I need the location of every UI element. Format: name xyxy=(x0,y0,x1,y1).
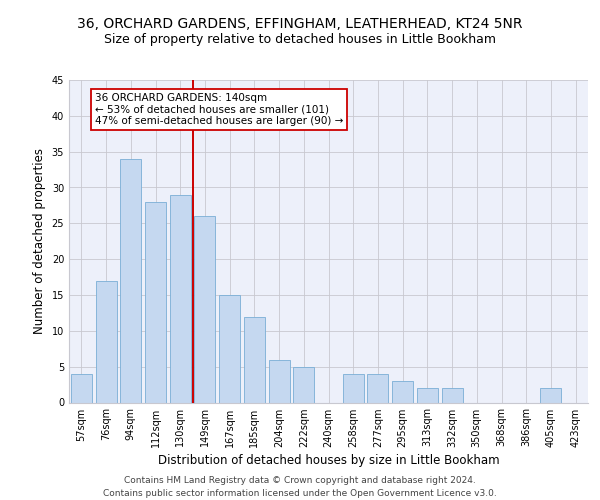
Bar xyxy=(145,202,166,402)
Bar xyxy=(343,374,364,402)
Bar xyxy=(417,388,438,402)
Bar xyxy=(170,194,191,402)
Bar xyxy=(269,360,290,403)
Bar xyxy=(392,381,413,402)
X-axis label: Distribution of detached houses by size in Little Bookham: Distribution of detached houses by size … xyxy=(158,454,499,467)
Bar xyxy=(194,216,215,402)
Text: Size of property relative to detached houses in Little Bookham: Size of property relative to detached ho… xyxy=(104,32,496,46)
Bar xyxy=(120,159,141,402)
Text: 36, ORCHARD GARDENS, EFFINGHAM, LEATHERHEAD, KT24 5NR: 36, ORCHARD GARDENS, EFFINGHAM, LEATHERH… xyxy=(77,18,523,32)
Text: 36 ORCHARD GARDENS: 140sqm
← 53% of detached houses are smaller (101)
47% of sem: 36 ORCHARD GARDENS: 140sqm ← 53% of deta… xyxy=(95,93,343,126)
Bar xyxy=(367,374,388,402)
Bar xyxy=(293,366,314,402)
Bar xyxy=(442,388,463,402)
Bar xyxy=(71,374,92,402)
Bar xyxy=(541,388,562,402)
Bar xyxy=(95,280,116,402)
Bar xyxy=(219,295,240,403)
Bar xyxy=(244,316,265,402)
Y-axis label: Number of detached properties: Number of detached properties xyxy=(33,148,46,334)
Text: Contains HM Land Registry data © Crown copyright and database right 2024.
Contai: Contains HM Land Registry data © Crown c… xyxy=(103,476,497,498)
